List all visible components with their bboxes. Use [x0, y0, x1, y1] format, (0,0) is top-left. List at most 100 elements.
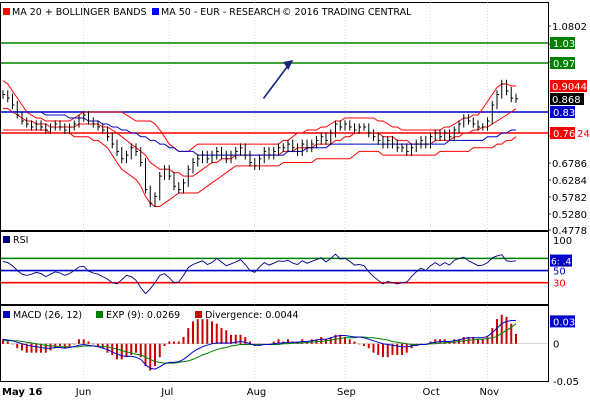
macd-divergence-bar	[515, 333, 517, 344]
macd-divergence-bar	[177, 341, 180, 344]
macd-divergence-bar	[182, 337, 185, 344]
price-y-tick-label: 0.4778	[552, 226, 587, 237]
level-badge-label: 0.76	[553, 129, 575, 140]
macd-divergence-bar	[87, 341, 90, 344]
x-tick-label: Nov	[480, 387, 500, 398]
rsi-last-badge	[550, 254, 572, 267]
macd-divergence-bar	[106, 343, 109, 353]
macd-divergence-bar	[325, 339, 327, 344]
macd-divergence-bar	[401, 343, 403, 355]
macd-divergence-bar	[154, 343, 156, 367]
macd-divergence-bar	[125, 343, 128, 358]
macd-divergence-bar	[63, 343, 66, 349]
macd-divergence-bar	[149, 343, 152, 371]
macd-divergence-bar	[201, 319, 204, 344]
macd-divergence-bar	[239, 334, 242, 344]
macd-divergence-bar	[82, 339, 85, 344]
macd-divergence-bar	[168, 341, 171, 344]
legend-label-macd-2: Divergence: 0.0044	[205, 310, 299, 321]
macd-divergence-bar	[25, 343, 28, 353]
macd-divergence-bar	[220, 328, 223, 344]
rsi-line	[2, 253, 517, 295]
macd-divergence-bar	[78, 339, 80, 344]
rsi-panel-frame	[0, 231, 549, 305]
rsi-level-label: 30	[553, 279, 566, 290]
macd-divergence-bar	[6, 341, 9, 344]
legend-swatch-macd-1	[96, 311, 103, 318]
macd-divergence-bar	[486, 337, 489, 344]
macd-divergence-bar	[16, 343, 19, 349]
macd-divergence-bar	[377, 343, 380, 355]
macd-divergence-bar	[348, 339, 351, 344]
macd-divergence-bar	[363, 343, 365, 346]
level-badge-label: 0.97	[553, 59, 575, 70]
macd-divergence-bar	[277, 339, 280, 344]
macd-divergence-bar	[135, 343, 137, 353]
macd-divergence-bar	[21, 343, 23, 351]
macd-divergence-bar	[92, 343, 95, 345]
macd-divergence-bar	[358, 343, 361, 345]
x-tick-label: Jun	[75, 387, 92, 398]
x-tick-label: May 16	[2, 387, 42, 398]
macd-divergence-bar	[116, 343, 118, 360]
macd-divergence-bar	[396, 343, 399, 355]
x-tick-label: Oct	[423, 387, 440, 398]
price-y-tick-label: 0.6786	[552, 159, 587, 170]
macd-divergence-bar	[339, 334, 342, 344]
x-tick-label: Aug	[247, 387, 267, 398]
macd-line	[2, 319, 517, 370]
macd-divergence-bar	[206, 319, 209, 344]
last-price-badge-label: 0.868	[552, 95, 581, 106]
level-badge	[550, 37, 575, 49]
rsi-level-label: 50	[553, 267, 566, 278]
macd-divergence-bar	[249, 341, 251, 344]
macd-divergence-bar	[173, 341, 175, 344]
macd-divergence-bar	[163, 343, 166, 346]
price-y-tick-label: 0.5280	[552, 210, 587, 221]
macd-divergence-bar	[59, 343, 61, 346]
macd-divergence-bar	[481, 339, 484, 344]
macd-divergence-bar	[496, 319, 498, 344]
macd-divergence-bar	[344, 337, 346, 344]
macd-divergence-bar	[2, 339, 4, 344]
macd-divergence-bar	[386, 343, 389, 358]
level-badge	[550, 106, 575, 118]
macd-divergence-bar	[215, 323, 218, 344]
legend-swatch-macd-0	[3, 311, 10, 318]
legend-label-ma50: MA 50 - EUR - RESEARCH	[161, 7, 280, 18]
level-badge-label: 1.03	[553, 39, 575, 50]
rsi-last-badge-label: 6: .41	[551, 258, 577, 268]
macd-divergence-bar	[353, 341, 356, 344]
macd-divergence-bar	[101, 343, 104, 349]
macd-y-tick-label: 0	[553, 340, 559, 351]
level-badge	[550, 57, 575, 69]
macd-divergence-bar	[230, 334, 232, 344]
lower-band-label: 24	[577, 129, 590, 140]
macd-divergence-bar	[272, 341, 275, 344]
macd-signal-line	[3, 323, 517, 364]
macd-divergence-bar	[97, 343, 99, 346]
price-panel-frame	[0, 2, 549, 231]
legend-label-macd-1: EXP (9): 0.0269	[106, 310, 180, 321]
macd-divergence-bar	[405, 343, 408, 353]
macd-divergence-bar	[144, 343, 147, 367]
macd-divergence-bar	[453, 339, 456, 344]
macd-divergence-bar	[244, 337, 247, 344]
upper-band-badge	[550, 80, 587, 92]
macd-divergence-bar	[211, 321, 213, 344]
macd-divergence-bar	[320, 337, 323, 344]
macd-divergence-bar	[187, 328, 190, 344]
macd-divergence-bar	[225, 330, 228, 344]
legend-label-macd-0: MACD (26, 12)	[13, 310, 82, 321]
last-price-badge	[550, 93, 584, 105]
legend-label-ma20: MA 20 + BOLLINGER BANDS	[12, 7, 147, 18]
macd-divergence-bar	[49, 343, 52, 351]
macd-y-tick-label: -0.05	[553, 377, 579, 388]
macd-divergence-bar	[434, 339, 437, 344]
macd-divergence-bar	[287, 339, 289, 344]
legend-swatch-ma20	[3, 8, 10, 15]
legend-swatch-rsi	[3, 236, 10, 243]
macd-divergence-bar	[68, 343, 71, 346]
